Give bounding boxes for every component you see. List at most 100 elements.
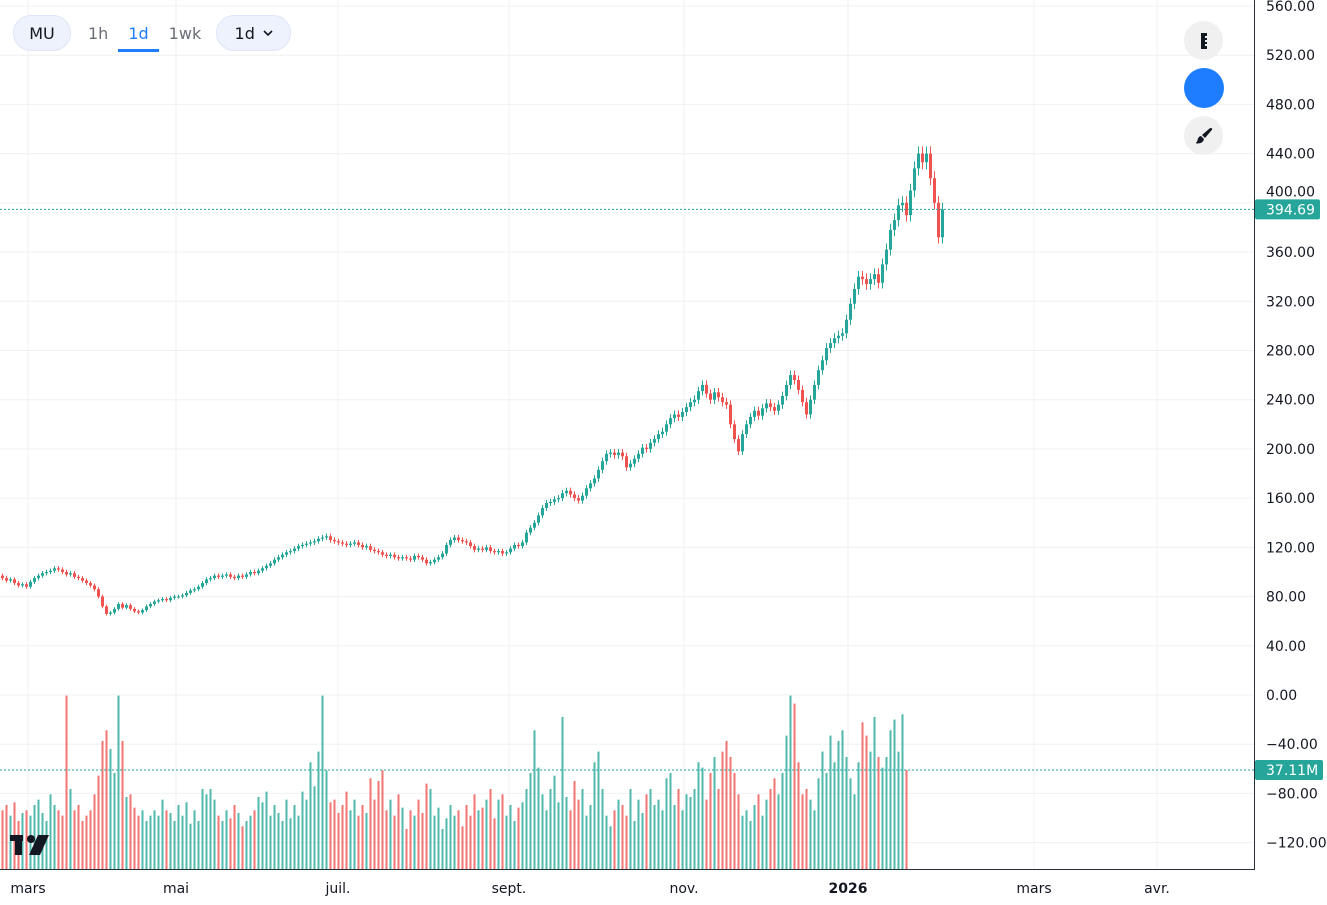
- candle-body: [321, 537, 324, 539]
- ruler-button[interactable]: [1184, 21, 1223, 60]
- volume-bar: [221, 820, 224, 869]
- candle-body: [925, 153, 928, 163]
- candle-body: [693, 399, 696, 403]
- price-axis[interactable]: 560.00 520.00 480.00 440.00 400.00 360.00 320.…: [1266, 0, 1327, 852]
- candle-body: [373, 549, 376, 552]
- volume-bar: [737, 794, 740, 869]
- volume-bar: [885, 756, 888, 869]
- volume-bar: [669, 772, 672, 869]
- volume-bar: [785, 735, 788, 869]
- color-picker-button[interactable]: [1184, 68, 1224, 108]
- timeframe-1d[interactable]: 1d: [118, 14, 160, 52]
- volume-bar: [641, 812, 644, 869]
- candle-body: [705, 384, 708, 394]
- volume-bar: [241, 826, 244, 869]
- candle-body: [369, 546, 372, 550]
- price-axis-label: 280.00: [1266, 343, 1315, 359]
- candle-body: [657, 434, 660, 440]
- volume-bar: [849, 778, 852, 869]
- candle-body: [665, 424, 668, 432]
- volume-bar: [709, 772, 712, 869]
- volume-bar: [681, 810, 684, 869]
- candle-body: [69, 573, 72, 575]
- candle-body: [261, 568, 264, 571]
- last-volume-value: 37.11M: [1266, 763, 1318, 779]
- volume-bar: [157, 815, 160, 869]
- timeframe-1h[interactable]: 1h: [88, 23, 109, 43]
- volume-bar: [329, 802, 332, 869]
- candle-body: [421, 557, 424, 560]
- candle-body: [613, 452, 616, 456]
- volume-bar: [629, 788, 632, 869]
- candle-body: [789, 375, 792, 385]
- candle-body: [277, 557, 280, 560]
- candle-body: [729, 404, 732, 425]
- brush-button[interactable]: [1184, 116, 1223, 155]
- candle-body: [697, 391, 700, 400]
- volume-bar: [317, 751, 320, 869]
- candle-body: [129, 605, 132, 609]
- volume-bar: [465, 804, 468, 869]
- candle-body: [721, 397, 724, 403]
- interval-dropdown[interactable]: 1d: [216, 15, 292, 51]
- candle-body: [689, 402, 692, 408]
- volume-bar: [585, 815, 588, 869]
- volume-bar: [197, 820, 200, 869]
- candle-body: [897, 205, 900, 221]
- candle-body: [177, 596, 180, 598]
- candle-body: [485, 547, 488, 550]
- volume-bar: [553, 775, 556, 869]
- candle-body: [77, 576, 80, 579]
- candle-body: [677, 414, 680, 417]
- candle-body: [469, 542, 472, 547]
- candle-body: [13, 579, 16, 584]
- time-axis[interactable]: mars mai juil. sept. nov. 2026 mars avr.: [10, 881, 1170, 897]
- volume-bar: [861, 722, 864, 869]
- volume-bar: [821, 751, 824, 869]
- candle-body: [217, 575, 220, 577]
- volume-bar: [493, 818, 496, 869]
- candle-body: [769, 403, 772, 408]
- last-volume-badge: 37.11M: [1255, 759, 1323, 780]
- volume-bar: [261, 802, 264, 869]
- volume-bar: [437, 807, 440, 869]
- time-axis-label: juil.: [325, 881, 351, 897]
- price-axis-label: 240.00: [1266, 393, 1315, 409]
- volume-bar: [457, 810, 460, 869]
- volume-bar: [521, 802, 524, 869]
- toolbar: MU 1h 1d 1wk 1d: [13, 14, 292, 52]
- volume-bar: [501, 794, 504, 869]
- candle-body: [473, 546, 476, 550]
- candle-body: [865, 279, 868, 285]
- volume-bar: [481, 807, 484, 869]
- timeframe-1wk[interactable]: 1wk: [168, 23, 202, 43]
- candle-body: [745, 424, 748, 435]
- volume-bar: [237, 812, 240, 869]
- volume-bar: [837, 740, 840, 869]
- candle-body: [725, 402, 728, 405]
- volume-bar: [225, 810, 228, 869]
- volume-bar: [113, 772, 116, 869]
- volume-bar: [421, 812, 424, 869]
- candle-body: [781, 396, 784, 405]
- volume-bar: [309, 762, 312, 869]
- candle-body: [533, 522, 536, 528]
- candle-body: [105, 606, 108, 614]
- volume-bar: [269, 815, 272, 869]
- volume-bar: [593, 762, 596, 869]
- price-axis-label: 160.00: [1266, 491, 1315, 507]
- price-axis-label: 360.00: [1266, 245, 1315, 261]
- candle-body: [141, 610, 144, 613]
- volume-bar: [705, 799, 708, 869]
- candle-body: [161, 599, 164, 601]
- symbol-button[interactable]: MU: [13, 15, 71, 51]
- candle-body: [461, 539, 464, 542]
- candle-body: [309, 542, 312, 544]
- volume-bar: [373, 799, 376, 869]
- candle-body: [389, 554, 392, 556]
- candle-body: [109, 612, 112, 614]
- volume-bar: [701, 767, 704, 869]
- candle-body: [857, 276, 860, 289]
- tradingview-logo-icon[interactable]: [10, 835, 49, 855]
